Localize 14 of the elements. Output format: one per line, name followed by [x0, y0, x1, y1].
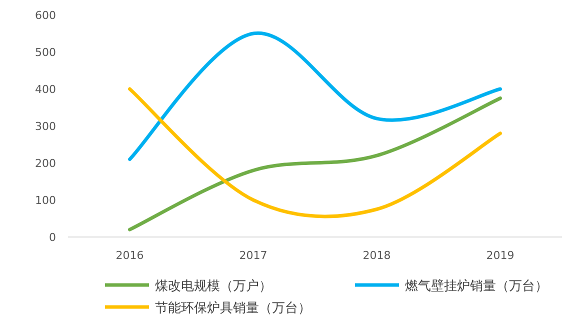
- legend-label: 煤改电规模（万户）: [155, 279, 272, 294]
- y-tick-label: 400: [35, 83, 56, 96]
- y-tick-label: 200: [35, 157, 56, 170]
- y-tick-label: 0: [49, 231, 56, 244]
- x-tick-label: 2019: [486, 249, 514, 262]
- y-tick-label: 600: [35, 9, 56, 22]
- x-tick-label: 2016: [116, 249, 144, 262]
- legend-label: 节能环保炉具销量（万台）: [155, 301, 311, 316]
- x-tick-label: 2018: [362, 249, 391, 262]
- y-tick-label: 100: [35, 194, 56, 207]
- legend-label: 燃气壁挂炉销量（万台）: [405, 279, 548, 294]
- y-tick-label: 300: [35, 120, 56, 133]
- x-tick-label: 2017: [239, 249, 268, 262]
- y-tick-label: 500: [35, 46, 56, 59]
